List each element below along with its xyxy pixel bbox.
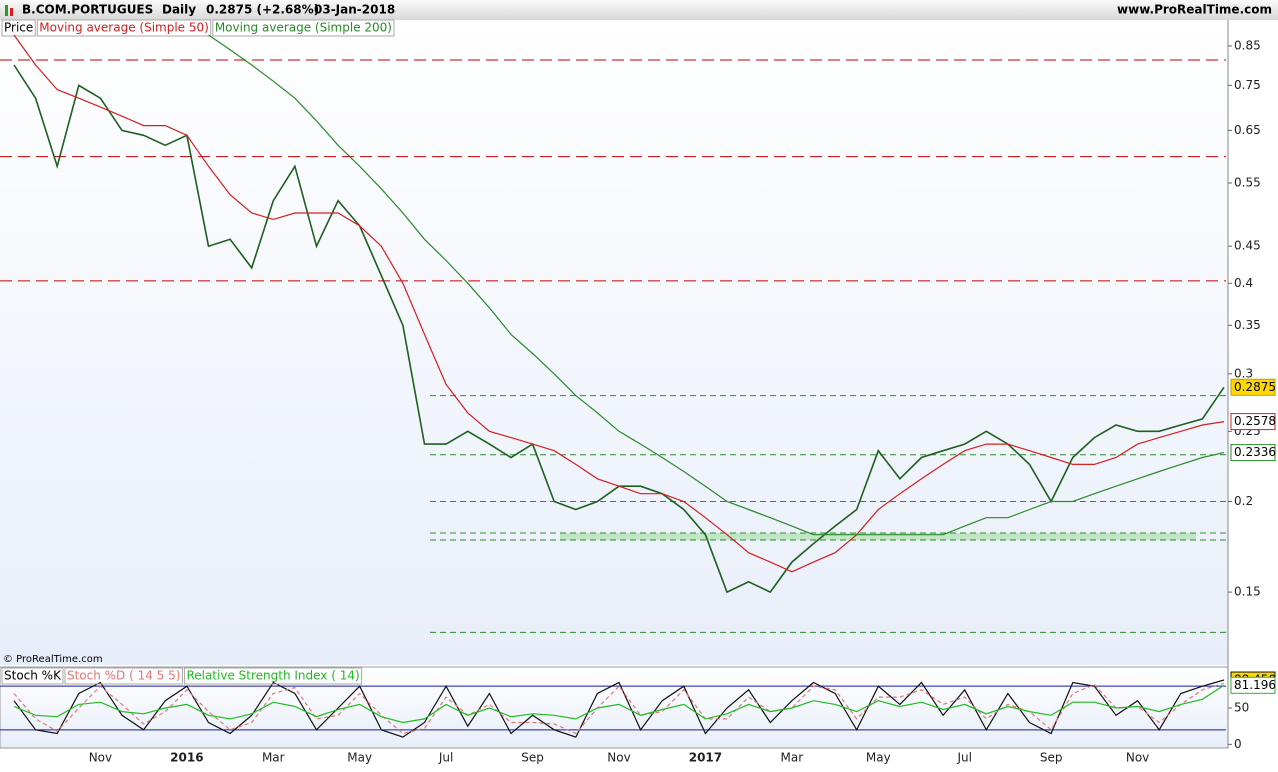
legend-entry: Relative Strength Index ( 14)	[186, 669, 359, 683]
x-tick-label: Mar	[781, 751, 804, 765]
y-tick-label: 0.2	[1234, 494, 1253, 508]
legend-entry: Moving average (Simple 200)	[215, 21, 392, 35]
y-tick-label: 0.4	[1234, 276, 1253, 290]
last-value-box	[1230, 413, 1276, 431]
header-icon	[10, 8, 13, 16]
header-bar	[0, 0, 1278, 20]
x-tick-label: May	[866, 751, 891, 765]
y-tick-label: 0.85	[1234, 38, 1261, 52]
last-value-label: 0.2336	[1234, 445, 1276, 459]
y-tick-label: 0.3	[1234, 366, 1253, 380]
legend-entry: Stoch %K	[4, 669, 62, 683]
interval: Daily	[162, 3, 196, 17]
x-tick-label: Mar	[262, 751, 285, 765]
last-value-box	[1230, 378, 1276, 396]
x-tick-label: May	[347, 751, 372, 765]
x-tick-label: 2016	[170, 751, 203, 765]
x-tick-label: Jul	[956, 751, 971, 765]
x-tick-label: Sep	[521, 751, 544, 765]
date: 03-Jan-2018	[314, 3, 395, 17]
x-tick-label: Nov	[89, 751, 112, 765]
last-price: 0.2875 (+2.68%)	[206, 3, 319, 17]
indicator-panel	[0, 666, 1229, 749]
y-tick-label: 0.45	[1234, 239, 1261, 253]
y-tick-label: 50	[1234, 701, 1249, 715]
header-icon	[5, 5, 8, 16]
instrument: B.COM.PORTUGUES	[22, 3, 153, 17]
legend-box	[212, 19, 395, 37]
x-tick-label: Jul	[438, 751, 453, 765]
y-tick-label: 0.35	[1234, 318, 1261, 332]
price-panel	[0, 20, 1228, 665]
legend-box	[183, 667, 363, 685]
x-tick-label: Nov	[1126, 751, 1149, 765]
y-tick-label: 0.55	[1234, 176, 1261, 190]
x-tick-label: Nov	[607, 751, 630, 765]
legend-entry: Moving average (Simple 50)	[39, 21, 209, 35]
x-tick-label: 2017	[689, 751, 722, 765]
y-tick-label: 0.75	[1234, 78, 1261, 92]
last-value-label: 0.2875	[1234, 380, 1276, 394]
legend-box	[1, 19, 36, 37]
panel-0: 0.150.20.250.30.350.40.450.550.650.750.8…	[0, 19, 1276, 633]
panel-1: 0 50 Nov 2016 Mar May Jul Sep Nov 2017 Mar May Jul Se…	[0, 667, 1276, 765]
y-tick-label: 0.65	[1234, 123, 1261, 137]
series-line	[13, 34, 1225, 573]
series-line	[13, 682, 1225, 735]
site: www.ProRealTime.com	[1117, 3, 1272, 17]
last-value-box	[1230, 444, 1276, 462]
last-value-box	[1230, 676, 1276, 694]
band	[560, 532, 1196, 540]
y-tick-label: 0	[1234, 737, 1242, 751]
series-line	[13, 679, 1225, 738]
series-line	[208, 34, 1225, 536]
legend-box	[64, 667, 183, 685]
legend-box	[36, 19, 212, 37]
y-tick-label: 0.15	[1234, 585, 1261, 599]
last-value-label: 0.2578	[1234, 414, 1276, 428]
legend-entry: Price	[4, 21, 33, 35]
series-line	[13, 684, 1225, 724]
last-value-label: 81.196	[1234, 678, 1276, 692]
x-tick-label: Sep	[1040, 751, 1063, 765]
legend-box	[1, 667, 64, 685]
legend-entry: Stoch %D ( 14 5 5)	[67, 669, 180, 683]
copyright: © ProRealTime.com	[3, 654, 103, 665]
